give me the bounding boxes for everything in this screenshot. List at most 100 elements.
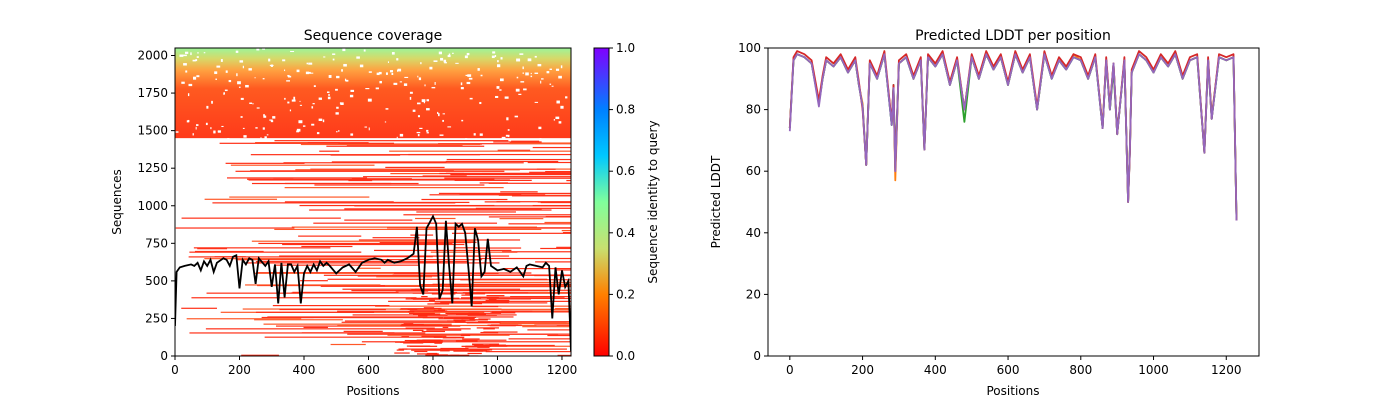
msa-fragment [472, 343, 500, 345]
lddt-series-2 [788, 53, 1238, 221]
msa-gap [505, 134, 510, 137]
msa-gap [465, 74, 469, 77]
msa-gap [538, 126, 542, 130]
msa-gap [479, 101, 482, 105]
msa-row [346, 144, 463, 146]
msa-gap [195, 59, 198, 62]
msa-gap [220, 59, 223, 62]
msa-gap [385, 108, 389, 110]
msa-gap [284, 69, 286, 72]
msa-row [272, 304, 390, 307]
msa-gap [293, 96, 296, 100]
msa-gap [506, 117, 509, 121]
msa-gap [175, 131, 179, 133]
msa-row [562, 231, 571, 234]
msa-gap [385, 72, 388, 75]
msa-row [283, 162, 524, 164]
msa-fragment [466, 322, 501, 324]
msa-row [497, 149, 531, 151]
msa-gap [328, 93, 330, 96]
msa-fragment [394, 352, 410, 354]
msa-row [422, 175, 467, 177]
msa-fragment [409, 312, 435, 315]
lddt-title: Predicted LDDT per position [915, 28, 1111, 44]
msa-gap [419, 127, 423, 129]
msa-gap [298, 120, 303, 124]
msa-gap [269, 119, 273, 121]
msa-fragment [401, 323, 424, 326]
msa-gap [211, 100, 213, 104]
msa-gap [255, 127, 258, 129]
msa-gap [421, 99, 426, 103]
msa-fragment [442, 326, 449, 328]
msa-gap [270, 120, 274, 123]
msa-row [461, 333, 571, 335]
msa-gap [530, 75, 533, 78]
msa-row [508, 223, 571, 225]
msa-gap [193, 76, 197, 80]
msa-row [298, 235, 362, 237]
msa-gap [323, 56, 326, 58]
msa-gap [311, 106, 314, 109]
msa-gap [461, 119, 464, 122]
msa-gap [429, 66, 433, 70]
msa-fragment [412, 298, 441, 300]
msa-gap [518, 93, 522, 96]
msa-gap [343, 63, 347, 67]
msa-gap [216, 65, 221, 68]
msa-gap [190, 52, 192, 56]
msa-gap [434, 81, 436, 85]
msa-row [429, 194, 546, 196]
msa-row [399, 308, 571, 310]
msa-row [540, 201, 571, 204]
msa-row [485, 344, 555, 347]
msa-gap [224, 89, 228, 92]
msa-gap [396, 136, 398, 139]
coverage-x-label: Positions [347, 384, 400, 398]
msa-row [284, 201, 394, 203]
msa-row [212, 202, 456, 204]
msa-gap [299, 100, 301, 102]
msa-gap [195, 126, 197, 130]
msa-gap [555, 68, 560, 71]
x-tick-label: 400 [924, 363, 947, 377]
y-tick-label: 80 [746, 103, 761, 117]
msa-fragment [482, 301, 497, 303]
msa-gap [312, 103, 315, 105]
msa-gap [477, 68, 480, 71]
msa-row [358, 267, 381, 269]
msa-gap [327, 96, 331, 100]
msa-gap [183, 54, 187, 57]
msa-fragment [431, 293, 456, 295]
msa-row [301, 332, 395, 334]
msa-row [323, 274, 571, 276]
msa-row [532, 146, 571, 149]
y-tick-label: 1250 [137, 161, 168, 175]
msa-gap [409, 91, 413, 94]
msa-fragment [488, 298, 497, 301]
msa-gap [495, 95, 499, 98]
msa-gap [379, 80, 382, 84]
msa-gap [426, 99, 430, 102]
msa-gap [296, 69, 300, 73]
msa-row [267, 316, 514, 318]
msa-row [189, 251, 362, 253]
lddt-x-label: Positions [987, 384, 1040, 398]
lddt-y-label: Predicted LDDT [709, 155, 723, 248]
msa-gap [248, 68, 252, 71]
msa-gap [444, 61, 447, 64]
msa-row [327, 278, 548, 280]
msa-gap [242, 65, 244, 69]
msa-row [545, 170, 571, 173]
msa-row [290, 292, 529, 294]
y-tick-label: 500 [145, 274, 168, 288]
msa-fragment [422, 317, 444, 319]
msa-row [282, 243, 465, 246]
msa-gap [368, 127, 370, 131]
x-tick-label: 600 [997, 363, 1020, 377]
msa-fragment [421, 330, 446, 333]
msa-gap [553, 119, 556, 121]
msa-row [555, 307, 571, 310]
msa-gap [203, 52, 206, 54]
msa-gap [188, 83, 193, 87]
